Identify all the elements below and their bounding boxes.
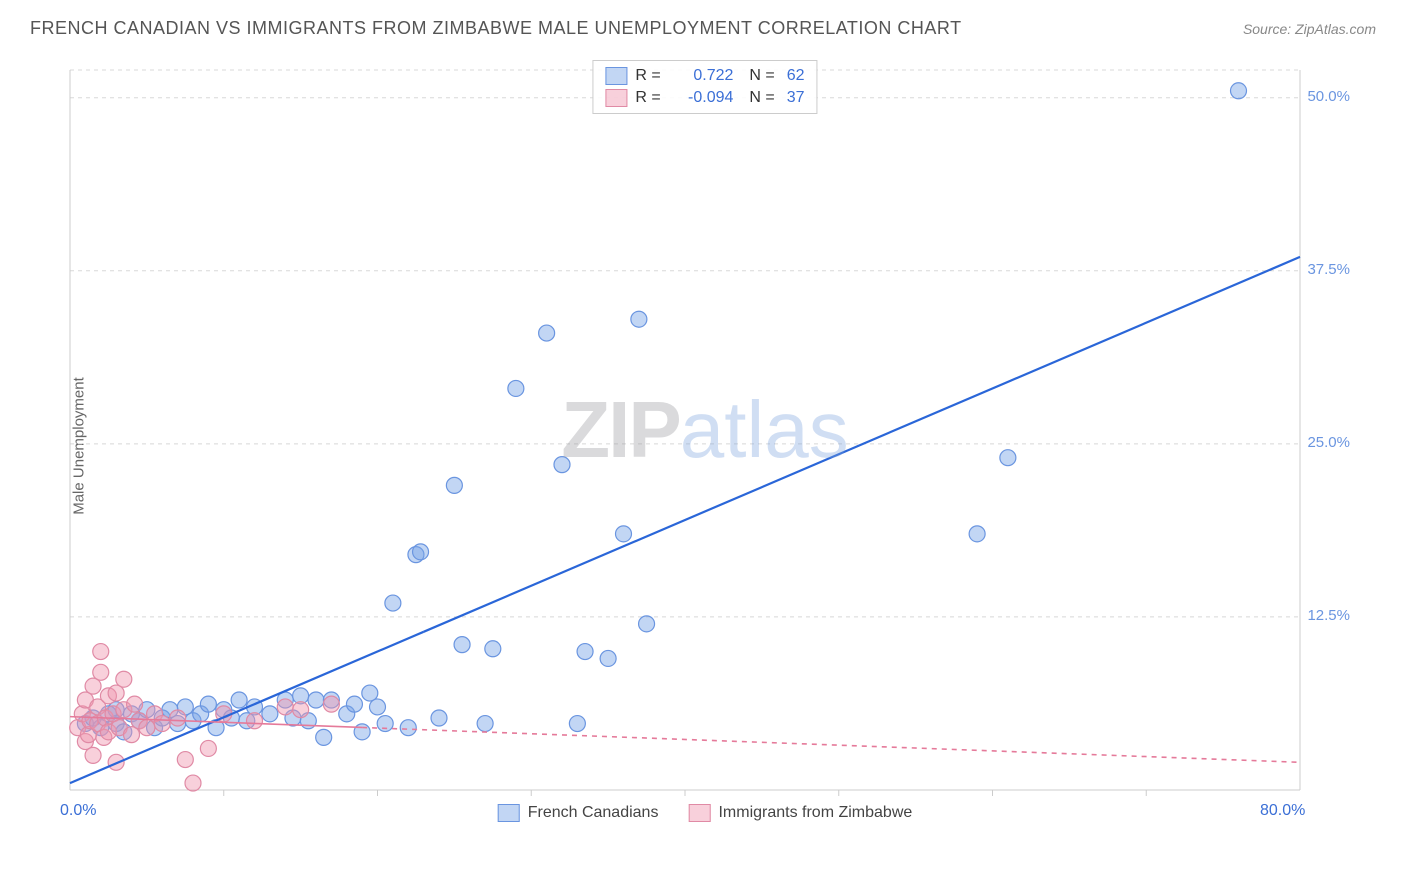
y-tick-label: 12.5% bbox=[1307, 607, 1350, 624]
data-point bbox=[85, 747, 101, 763]
data-point bbox=[323, 696, 339, 712]
x-axis-label: 80.0% bbox=[1260, 802, 1305, 820]
r-value: 0.722 bbox=[673, 67, 733, 85]
n-value: 37 bbox=[787, 89, 805, 107]
data-point bbox=[200, 696, 216, 712]
data-point bbox=[377, 716, 393, 732]
data-point bbox=[446, 477, 462, 493]
scatter-chart bbox=[60, 60, 1350, 830]
data-point bbox=[969, 526, 985, 542]
data-point bbox=[485, 641, 501, 657]
r-value: -0.094 bbox=[673, 89, 733, 107]
n-label: N = bbox=[749, 89, 774, 107]
data-point bbox=[1000, 450, 1016, 466]
chart-title: FRENCH CANADIAN VS IMMIGRANTS FROM ZIMBA… bbox=[30, 18, 962, 39]
y-tick-label: 37.5% bbox=[1307, 261, 1350, 278]
data-point bbox=[569, 716, 585, 732]
title-bar: FRENCH CANADIAN VS IMMIGRANTS FROM ZIMBA… bbox=[30, 18, 1376, 39]
y-tick-label: 25.0% bbox=[1307, 434, 1350, 451]
legend-label: French Canadians bbox=[528, 804, 659, 822]
data-point bbox=[93, 664, 109, 680]
n-label: N = bbox=[749, 67, 774, 85]
data-point bbox=[170, 710, 186, 726]
data-point bbox=[154, 716, 170, 732]
legend-row: R = -0.094 N = 37 bbox=[605, 87, 804, 109]
legend-label: Immigrants from Zimbabwe bbox=[718, 804, 912, 822]
data-point bbox=[616, 526, 632, 542]
data-point bbox=[400, 720, 416, 736]
data-point bbox=[539, 325, 555, 341]
legend-item: Immigrants from Zimbabwe bbox=[688, 804, 912, 822]
legend-swatch-icon bbox=[605, 89, 627, 107]
data-point bbox=[127, 696, 143, 712]
data-point bbox=[577, 644, 593, 660]
source-label: Source: ZipAtlas.com bbox=[1243, 21, 1376, 37]
data-point bbox=[508, 380, 524, 396]
n-value: 62 bbox=[787, 67, 805, 85]
data-point bbox=[370, 699, 386, 715]
legend-row: R = 0.722 N = 62 bbox=[605, 65, 804, 87]
data-point bbox=[200, 740, 216, 756]
data-point bbox=[454, 637, 470, 653]
data-point bbox=[247, 713, 263, 729]
x-axis-label: 0.0% bbox=[60, 802, 96, 820]
data-point bbox=[477, 716, 493, 732]
data-point bbox=[277, 699, 293, 715]
data-point bbox=[308, 692, 324, 708]
legend-swatch-icon bbox=[498, 804, 520, 822]
data-point bbox=[116, 671, 132, 687]
data-point bbox=[177, 752, 193, 768]
data-point bbox=[354, 724, 370, 740]
plot-area: ZIPatlas R =0.722N =62R =-0.094N =37 12.… bbox=[60, 60, 1350, 830]
r-label: R = bbox=[635, 89, 665, 107]
data-point bbox=[1231, 83, 1247, 99]
y-tick-label: 50.0% bbox=[1307, 88, 1350, 105]
data-point bbox=[639, 616, 655, 632]
data-point bbox=[385, 595, 401, 611]
data-point bbox=[293, 702, 309, 718]
data-point bbox=[262, 706, 278, 722]
correlation-legend: R = 0.722 N = 62 R = -0.094 N = 37 bbox=[592, 60, 817, 114]
data-point bbox=[316, 729, 332, 745]
data-point bbox=[413, 544, 429, 560]
r-label: R = bbox=[635, 67, 665, 85]
legend-item: French Canadians bbox=[498, 804, 659, 822]
legend-swatch-icon bbox=[605, 67, 627, 85]
data-point bbox=[93, 644, 109, 660]
data-point bbox=[600, 650, 616, 666]
series-legend: French Canadians Immigrants from Zimbabwe bbox=[498, 804, 913, 822]
data-point bbox=[554, 457, 570, 473]
data-point bbox=[631, 311, 647, 327]
data-point bbox=[231, 692, 247, 708]
data-point bbox=[185, 775, 201, 791]
data-point bbox=[346, 696, 362, 712]
legend-swatch-icon bbox=[688, 804, 710, 822]
data-point bbox=[431, 710, 447, 726]
